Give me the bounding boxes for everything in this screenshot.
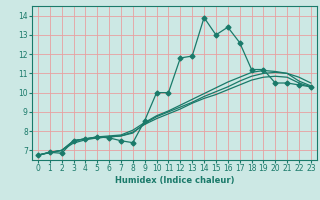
X-axis label: Humidex (Indice chaleur): Humidex (Indice chaleur) bbox=[115, 176, 234, 185]
